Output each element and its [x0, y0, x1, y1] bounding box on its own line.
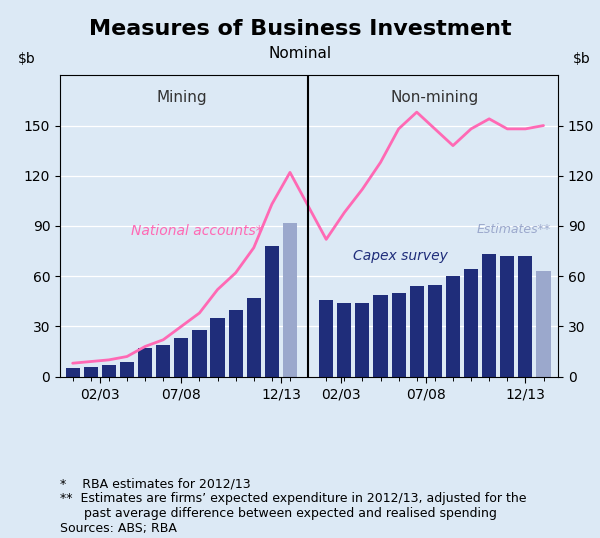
Text: *    RBA estimates for 2012/13
**  Estimates are firms’ expected expenditure in : * RBA estimates for 2012/13 ** Estimates… [60, 477, 527, 535]
Bar [446, 276, 460, 377]
Bar [65, 368, 80, 377]
Bar [337, 303, 352, 377]
Bar [211, 318, 224, 377]
Text: $b: $b [572, 52, 590, 66]
Bar [174, 338, 188, 377]
Text: Non-mining: Non-mining [391, 90, 479, 104]
Bar [464, 270, 478, 377]
Bar [193, 330, 206, 377]
Bar [536, 271, 551, 377]
Bar [319, 300, 333, 377]
Bar [265, 246, 279, 377]
Text: Mining: Mining [156, 90, 206, 104]
Text: Estimates**: Estimates** [476, 223, 551, 236]
Text: Capex survey: Capex survey [353, 249, 448, 263]
Text: National accounts*: National accounts* [131, 224, 262, 238]
Bar [156, 345, 170, 377]
Bar [138, 348, 152, 377]
Text: Measures of Business Investment: Measures of Business Investment [89, 19, 511, 39]
Text: Nominal: Nominal [268, 46, 332, 61]
Bar [428, 285, 442, 377]
Bar [373, 295, 388, 377]
Bar [229, 310, 243, 377]
Text: $b: $b [17, 52, 35, 66]
Bar [102, 365, 116, 377]
Bar [482, 254, 496, 377]
Bar [84, 366, 98, 377]
Bar [392, 293, 406, 377]
Bar [120, 362, 134, 377]
Bar [410, 286, 424, 377]
Bar [355, 303, 370, 377]
Bar [518, 256, 532, 377]
Bar [247, 298, 261, 377]
Bar [283, 223, 297, 377]
Bar [500, 256, 514, 377]
